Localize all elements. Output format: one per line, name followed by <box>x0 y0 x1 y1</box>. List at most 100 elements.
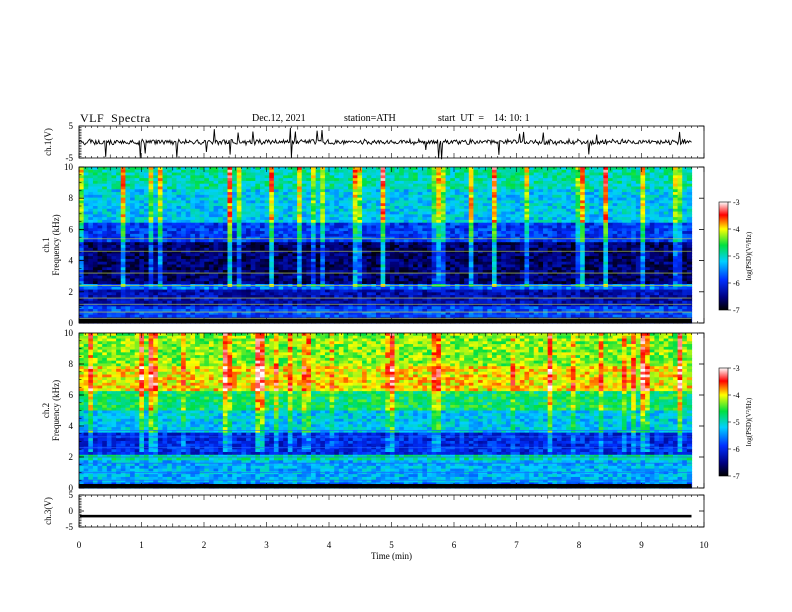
ch1-spec-cell <box>422 242 428 246</box>
ch1-spec-cell <box>654 247 660 252</box>
ch1-spec-cell <box>185 242 191 246</box>
ch1-spec-cell <box>79 203 85 207</box>
ch1-spec-cell <box>190 175 196 179</box>
ch1-spec-cell <box>482 175 488 179</box>
ch1-spec-cell <box>102 175 108 179</box>
ch1-spec-cell <box>120 203 126 207</box>
ch1-spec-cell <box>584 203 591 207</box>
ch1-spec-cell <box>362 197 368 202</box>
ch1-spec-cell <box>436 228 442 232</box>
ch1-spec-cell <box>79 236 85 241</box>
ch1-spec-cell <box>79 231 85 235</box>
ch1-spec-cell <box>273 258 280 263</box>
ch1-spec-cell <box>529 175 535 179</box>
ch1-spec-cell <box>487 264 493 268</box>
ch1-spec-cell <box>315 242 321 246</box>
ch1-spec-cell <box>343 247 349 252</box>
ch1-spec-cell <box>348 178 354 182</box>
ch1-spec-cell <box>246 189 252 193</box>
ch1-spec-cell <box>83 239 89 243</box>
ch1-spec-cell <box>649 194 655 199</box>
ch1-spec-cell <box>547 267 553 271</box>
ch1-spec-cell <box>440 242 447 246</box>
ch1-spec-cell <box>640 233 646 238</box>
ch1-spec-cell <box>208 200 215 204</box>
ch1-spec-cell <box>352 169 359 174</box>
ch1-spec-cell <box>204 192 210 196</box>
ch1-spec-cell <box>672 208 679 213</box>
ch1-spec-cell <box>366 194 372 199</box>
ch1-spec-cell <box>102 192 108 196</box>
ch1-spec-cell <box>552 236 558 241</box>
ch1-spec-cell <box>547 261 553 266</box>
ch1-spec-cell <box>134 214 140 218</box>
ch1-spec-cell <box>269 245 275 249</box>
ch1-spec-cell <box>264 203 270 207</box>
ch1-spec-cell <box>450 247 456 252</box>
ch1-spec-cell <box>505 264 512 268</box>
ch1-spec-cell <box>143 236 150 241</box>
ch1-spec-cell <box>519 242 526 246</box>
ch1-spec-cell <box>389 270 396 274</box>
ch1-spec-cell <box>255 239 261 243</box>
ch1-spec-cell <box>515 267 521 271</box>
ch1-spec-cell <box>654 167 660 171</box>
ch1-spec-cell <box>176 178 182 182</box>
ch1-spec-cell <box>459 250 465 254</box>
ch1-spec-cell <box>385 200 391 204</box>
ch1-spec-cell <box>111 189 117 193</box>
ch1-spec-cell <box>589 172 595 176</box>
ch1-spec-cell <box>311 167 317 171</box>
ch1-spec-cell <box>654 222 660 227</box>
ch1-spec-cell <box>668 239 674 243</box>
ch1-spec-cell <box>686 264 693 268</box>
ch1-spec-cell <box>436 214 442 218</box>
ch1-spec-cell <box>311 217 317 221</box>
ch1-spec-cell <box>389 200 396 204</box>
ch1-spec-cell <box>329 208 335 213</box>
ch1-spec-cell <box>352 228 359 232</box>
ch1-spec-cell <box>598 200 604 204</box>
ch1-spec-cell <box>584 236 591 241</box>
ch1-spec-cell <box>431 236 437 241</box>
ch1-spec-cell <box>436 211 442 215</box>
ch1-spec-cell <box>566 222 572 227</box>
ch1-spec-cell <box>130 250 136 254</box>
ch1-spec-cell <box>659 231 665 235</box>
ch1-spec-cell <box>311 253 317 257</box>
ch1-spec-cell <box>334 197 340 202</box>
ch1-spec-cell <box>580 192 586 196</box>
ch1-spec-cell <box>403 203 410 207</box>
ch1-spec-cell <box>529 258 535 263</box>
ch1-spec-cell <box>97 245 103 249</box>
ch1-spec-cell <box>116 194 122 199</box>
ch1-spec-cell <box>408 189 414 193</box>
ch1-spec-cell <box>543 253 549 257</box>
ch1-spec-cell <box>543 267 549 271</box>
ch1-spec-cell <box>171 197 178 202</box>
ch1-spec-cell <box>440 172 447 176</box>
ch1-spec-cell <box>250 206 256 210</box>
ch1-spec-cell <box>640 222 646 227</box>
ch1-spec-cell <box>612 169 618 174</box>
ch1-spec-cell <box>375 270 382 274</box>
ch1-spec-cell <box>120 258 126 263</box>
ch1-spec-cell <box>157 217 164 221</box>
ch1-spec-cell <box>547 200 553 204</box>
ch1-spec-cell <box>366 208 372 213</box>
ch1-spec-cell <box>176 247 182 252</box>
ch1-spec-cell <box>380 208 386 213</box>
ch1-spec-cell <box>385 172 391 176</box>
ch1-spec-cell <box>621 217 628 221</box>
ch1-spec-cell <box>306 217 312 221</box>
ch1-spec-cell <box>190 206 196 210</box>
ch1-spec-cell <box>148 208 154 213</box>
ch1-spec-cell <box>236 247 243 252</box>
ch1-spec-cell <box>278 192 284 196</box>
ch1-spec-cell <box>232 178 238 182</box>
ch1-spec-cell <box>417 231 423 235</box>
ch1-spec-cell <box>171 231 178 235</box>
ch1-spec-cell <box>134 211 140 215</box>
ch1-spec-cell <box>250 219 256 224</box>
ch1-spec-cell <box>273 270 280 274</box>
